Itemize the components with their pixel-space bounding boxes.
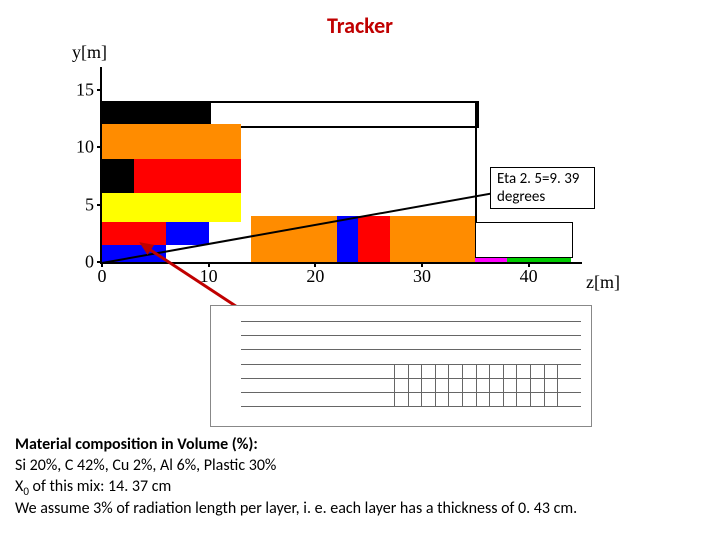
chart-rect [134,159,241,193]
y-tick-label: 5 [85,194,94,215]
eta-annotation: Eta 2. 5=9. 39 degrees [490,167,595,209]
chart-rect [102,159,134,193]
material-text-block: Material composition in Volume (%): Si 2… [15,435,577,520]
chart-rect [475,222,573,258]
chart-rect [102,124,241,158]
x-tick-label: 30 [413,266,431,287]
y-axis-label: y[m] [72,42,107,63]
radiation-length: X0 of this mix: 14. 37 cm [15,477,577,499]
chart-rect [209,101,480,128]
chart-rect [102,193,241,222]
material-title: Material composition in Volume (%): [15,435,577,456]
y-tick-label: 0 [85,252,94,273]
chart-rect [166,222,209,245]
assumption: We assume 3% of radiation length per lay… [15,499,577,520]
material-composition: Si 20%, C 42%, Cu 2%, Al 6%, Plastic 30% [15,456,577,477]
inset-plot [210,305,592,427]
chart-rect [337,216,358,262]
x-axis-label: z[m] [586,272,620,293]
y-tick-label: 10 [76,137,94,158]
chart-rect [358,216,390,262]
chart-rect [102,222,166,245]
page-title: Tracker [0,12,720,39]
arrow-shaft [144,245,242,311]
main-chart: y[m] z[m] 051015010203040 Eta 2. 5=9. 39… [60,45,595,305]
x-tick-label: 40 [520,266,538,287]
y-tick-label: 15 [76,79,94,100]
chart-rect [390,216,475,262]
x-tick-label: 20 [306,266,324,287]
plot-area: 051015010203040 [100,67,582,264]
x-tick-label: 0 [98,266,107,287]
